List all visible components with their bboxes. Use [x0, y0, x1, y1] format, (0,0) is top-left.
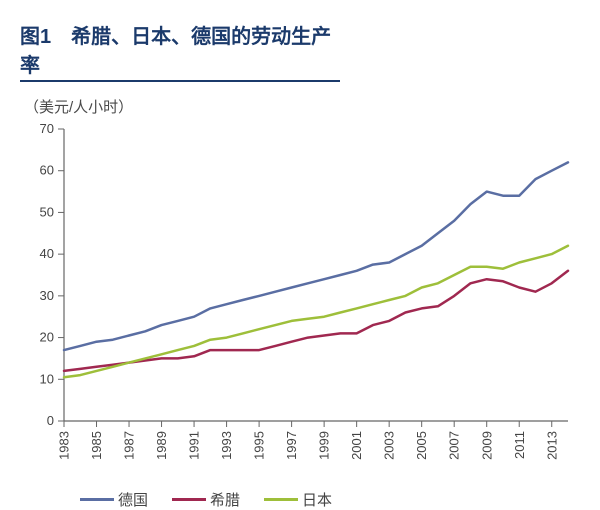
svg-text:1993: 1993 — [219, 431, 234, 460]
svg-text:2011: 2011 — [512, 431, 527, 459]
svg-text:10: 10 — [40, 371, 54, 386]
chart-container: 图1 希腊、日本、德国的劳动生产率 （美元/人小时） 0 10 20 30 40 50 60… — [0, 0, 600, 510]
svg-text:2005: 2005 — [414, 431, 429, 460]
svg-text:2007: 2007 — [447, 431, 462, 460]
svg-text:60: 60 — [40, 163, 54, 178]
svg-text:0: 0 — [47, 413, 54, 428]
svg-text:2013: 2013 — [544, 431, 559, 460]
svg-text:20: 20 — [40, 330, 54, 345]
legend-swatch — [172, 498, 206, 501]
svg-text:30: 30 — [40, 288, 54, 303]
line-chart: 0 10 20 30 40 50 60 70 1983 1985 1987 1989 1991 1993 1… — [20, 121, 580, 481]
legend-label: 德国 — [118, 489, 148, 510]
legend-label: 希腊 — [210, 489, 240, 510]
legend-label: 日本 — [302, 489, 332, 510]
svg-text:1999: 1999 — [317, 431, 332, 460]
y-axis-unit: （美元/人小时） — [24, 96, 580, 117]
legend-item-greece: 希腊 — [172, 489, 240, 510]
legend-item-japan: 日本 — [264, 489, 332, 510]
line-germany — [64, 162, 568, 350]
svg-text:50: 50 — [40, 204, 54, 219]
legend-swatch — [80, 498, 114, 501]
svg-text:2003: 2003 — [382, 431, 397, 460]
legend-swatch — [264, 498, 298, 501]
legend-item-germany: 德国 — [80, 489, 148, 510]
figure-title: 图1 希腊、日本、德国的劳动生产率 — [20, 20, 340, 82]
svg-text:1987: 1987 — [122, 431, 137, 460]
svg-text:1991: 1991 — [187, 431, 202, 460]
svg-text:1995: 1995 — [252, 431, 267, 460]
svg-text:40: 40 — [40, 246, 54, 261]
svg-text:1989: 1989 — [154, 431, 169, 460]
svg-text:1983: 1983 — [57, 431, 72, 460]
legend: 德国 希腊 日本 — [80, 489, 580, 510]
svg-text:2001: 2001 — [349, 431, 364, 460]
svg-text:1997: 1997 — [284, 431, 299, 460]
svg-text:70: 70 — [40, 121, 54, 136]
line-greece — [64, 271, 568, 371]
svg-text:1985: 1985 — [89, 431, 104, 460]
svg-text:2009: 2009 — [479, 431, 494, 460]
line-japan — [64, 246, 568, 377]
